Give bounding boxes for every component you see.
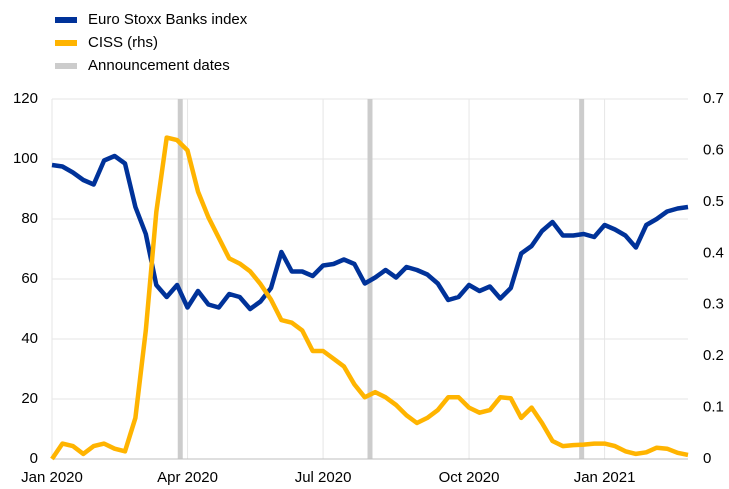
y-tick-label: 80 bbox=[21, 210, 38, 227]
y-tick-label: 120 bbox=[13, 90, 38, 107]
legend-label: Announcement dates bbox=[88, 57, 230, 74]
x-tick-label: Jul 2020 bbox=[295, 469, 352, 486]
y-tick-label: 20 bbox=[21, 390, 38, 407]
y-tick-label: 40 bbox=[21, 330, 38, 347]
legend-swatch bbox=[55, 63, 77, 69]
y2-tick-label: 0.7 bbox=[703, 90, 724, 107]
x-tick-label: Apr 2020 bbox=[157, 469, 218, 486]
y2-tick-label: 0.1 bbox=[703, 399, 724, 416]
y2-tick-label: 0.2 bbox=[703, 347, 724, 364]
y2-tick-label: 0.4 bbox=[703, 244, 724, 261]
y2-tick-label: 0.5 bbox=[703, 193, 724, 210]
x-tick-label: Oct 2020 bbox=[439, 469, 500, 486]
x-tick-label: Jan 2021 bbox=[574, 469, 636, 486]
y-tick-label: 60 bbox=[21, 270, 38, 287]
y2-tick-label: 0 bbox=[703, 450, 711, 467]
legend-swatch bbox=[55, 17, 77, 23]
y2-tick-label: 0.3 bbox=[703, 296, 724, 313]
series-line bbox=[50, 135, 689, 461]
series-line bbox=[51, 153, 689, 312]
y-tick-label: 0 bbox=[30, 450, 38, 467]
y2-tick-label: 0.6 bbox=[703, 141, 724, 158]
legend-swatch bbox=[55, 40, 77, 46]
legend-label: CISS (rhs) bbox=[88, 34, 158, 51]
x-tick-label: Jan 2020 bbox=[21, 469, 83, 486]
legend-label: Euro Stoxx Banks index bbox=[88, 11, 248, 28]
y-tick-label: 100 bbox=[13, 150, 38, 167]
